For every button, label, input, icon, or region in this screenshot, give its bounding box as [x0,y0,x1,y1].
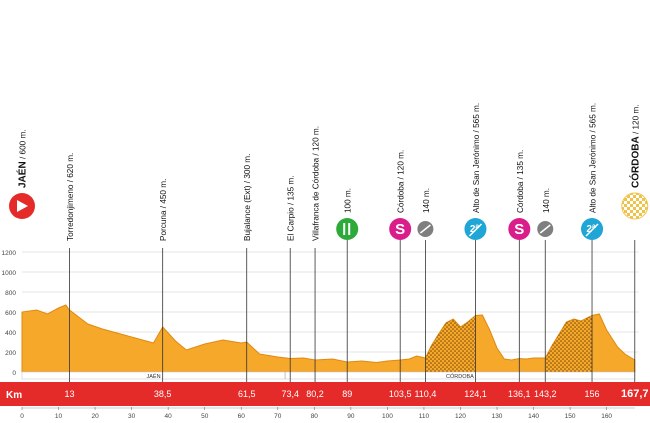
sprint-icon [389,218,412,240]
x-tick-label: 90 [347,413,355,420]
x-tick-label: 130 [492,413,503,420]
province-labels: JAÉN CÓRDOBA [21,371,636,380]
point-label: Bujalance (Ext) / 300 m. [243,154,252,241]
km-label: 103,5 [389,389,412,399]
km-label: 61,5 [238,389,256,399]
x-tick-label: 60 [238,413,246,420]
sprint-glyph: S [395,221,405,238]
x-tick-label: 150 [565,413,576,420]
point-label: El Carpio / 135 m. [287,175,296,241]
point-label: Torredonjimeno / 620 m. [66,153,75,241]
point-label: 100 m. [344,188,353,213]
sprint-glyph: S [514,221,524,238]
x-tick-label: 140 [528,413,539,420]
y-tick-label: 1000 [2,270,17,277]
km-label: 124,1 [464,389,487,399]
profile-series [21,304,636,373]
x-tick-label: 160 [601,413,612,420]
y-tick-label: 1200 [2,250,17,257]
point-label: Porcuna / 450 m. [159,179,168,241]
km-label: 110,4 [414,389,436,399]
province-label: JAÉN [147,373,161,380]
feed-zone-icon [336,218,359,240]
point-label-sub: / 120 m. [631,104,640,136]
point-label: JAÉN / 600 m. [16,129,29,188]
point-label: 140 m. [542,188,551,213]
climb-start-slope-icon [419,224,431,234]
x-tick-label: 40 [165,413,173,420]
y-tick-label: 400 [5,330,16,337]
x-axis: 0 10 20 30 40 50 60 70 80 90 100 110 120 130 140 150 160 [20,407,635,420]
km-label: 13 [64,389,74,399]
km-label: 73,4 [281,389,299,399]
x-tick-label: 0 [20,413,24,420]
climb-section [425,315,476,372]
y-tick-label: 800 [5,290,16,297]
province-strip [21,371,636,380]
x-tick-label: 50 [201,413,209,420]
kom-glyph: 2ª [470,224,480,235]
km-label: 89 [342,389,352,399]
profile-area [21,304,636,373]
x-tick-label: 110 [419,413,430,420]
profile-points: JAÉN / 600 m. Torredonjimeno / 620 m. Porc… [9,103,649,382]
y-axis: 0 200 400 600 800 1000 1200 [2,250,17,377]
x-tick-label: 70 [274,413,282,420]
x-tick-label: 120 [455,413,466,420]
province-label: CÓRDOBA [446,373,474,380]
km-label: 143,2 [534,389,557,399]
point-label: Villafranca de Córdoba / 120 m. [312,126,321,241]
point-label: Córdoba / 120 m. [397,150,406,213]
point-label: Córdoba / 135 m. [516,150,525,213]
point-label: 140 m. [422,188,431,213]
y-tick-label: 600 [5,310,16,317]
kom-glyph: 2ª [586,224,596,235]
cutlery-icon [343,223,351,235]
finish-icon [621,192,649,220]
y-tick-label: 200 [5,350,16,357]
km-axis-label: Km [6,390,22,401]
point-label: Alto de San Jerónimo / 565 m. [472,103,481,213]
x-tick-label: 30 [128,413,136,420]
x-tick-label: 80 [311,413,319,420]
y-tick-label: 0 [12,370,16,377]
climb-section [545,315,593,372]
grid-lines [22,251,639,353]
start-arrow-icon [17,200,28,212]
km-bar-background [0,382,650,406]
sprint-icon [508,218,531,240]
kom-slope-icon [585,223,599,237]
km-label: 156 [585,389,600,399]
x-tick-label: 20 [91,413,99,420]
point-label: Alto de San Jerónimo / 565 m. [589,103,598,213]
point-label: CÓRDOBA / 120 m. [628,104,641,188]
kom-slope-icon [468,223,482,237]
climb-start-slope-icon [539,224,551,234]
km-label: 80,2 [306,389,324,399]
point-label-sub: / 600 m. [19,129,28,161]
km-label: 136,1 [508,389,531,399]
km-bar: Km 13 38,5 61,5 73,4 80,2 89 103,5 110,4 124,1 136… [0,382,650,406]
point-label-bold: JAÉN [16,161,29,188]
x-tick-label: 10 [55,413,63,420]
x-tick-label: 100 [382,413,393,420]
point-label-bold: CÓRDOBA [628,136,641,188]
km-label: 167,7 [621,388,649,400]
km-label: 38,5 [154,389,172,399]
